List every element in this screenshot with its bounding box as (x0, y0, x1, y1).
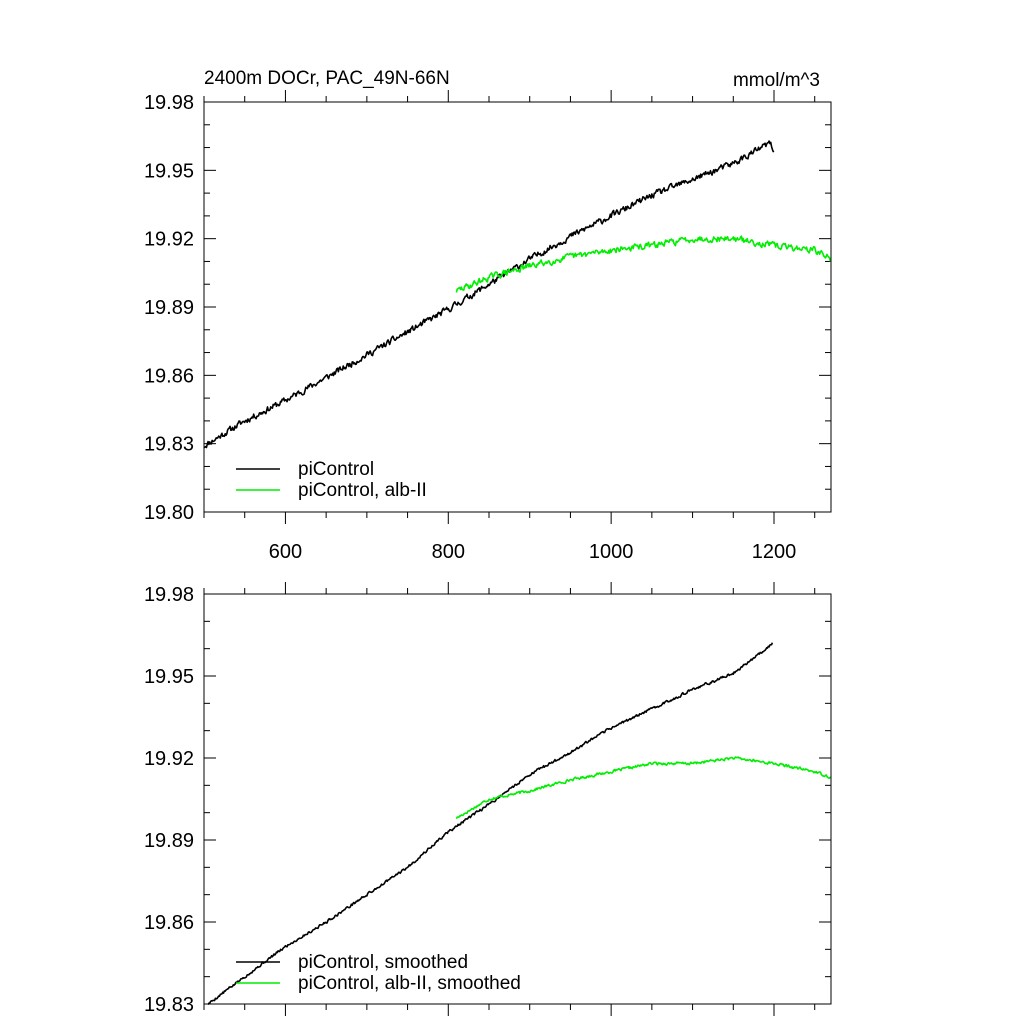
legend-label-alb-ii: piControl, alb-II (298, 480, 427, 501)
units-label: mmol/m^3 (733, 70, 820, 91)
y-tick-label: 19.92 (144, 229, 194, 251)
y-tick-label: 19.80 (144, 502, 194, 524)
legend-label-picontrol: piControl (298, 459, 374, 480)
y-tick-label: 19.98 (144, 92, 194, 114)
x-tick-label: 1200 (752, 541, 797, 563)
y-tick-label: 19.98 (144, 584, 194, 606)
top-ticks: 19.80 19.83 19.86 19.89 19.92 19.95 19.98 600 80… (144, 90, 831, 563)
top-panel: 2400m DOCr, PAC_49N-66N mmol/m^3 19.8019… (144, 68, 832, 563)
legend-label-alb-ii-smoothed: piControl, alb-II, smoothed (298, 973, 521, 994)
y-tick-label: 19.89 (144, 830, 194, 852)
y-tick-label: 19.83 (144, 994, 194, 1016)
legend-label-picontrol-smoothed: piControl, smoothed (298, 952, 468, 973)
y-tick-label: 19.86 (144, 365, 194, 387)
x-tick-label: 600 (269, 541, 302, 563)
series-line-picontrol-alb-ii (455, 235, 832, 293)
chart-title: 2400m DOCr, PAC_49N-66N (204, 68, 450, 89)
x-tick-label: 800 (432, 541, 465, 563)
top-plot-frame (203, 101, 832, 513)
series-line-picontrol-alb-ii-smoothed (455, 756, 832, 820)
y-tick-label: 19.92 (144, 748, 194, 770)
y-tick-label: 19.89 (144, 297, 194, 319)
bottom-panel: 19.83 19.86 19.89 19.92 19.95 19.98 piControl… (144, 582, 832, 1016)
y-tick-label: 19.86 (144, 912, 194, 934)
y-tick-label: 19.83 (144, 434, 194, 456)
bottom-series-layer (207, 642, 832, 1006)
top-series-layer (203, 140, 832, 449)
y-tick-label: 19.95 (144, 666, 194, 688)
top-legend: piControl piControl, alb-II (236, 459, 427, 501)
x-tick-label: 1000 (589, 541, 634, 563)
bottom-plot-frame (203, 593, 832, 1005)
series-line-picontrol-smoothed (207, 642, 774, 1006)
series-line-picontrol (203, 140, 775, 449)
bottom-legend: piControl, smoothed piControl, alb-II, s… (236, 952, 521, 994)
y-tick-label: 19.95 (144, 160, 194, 182)
